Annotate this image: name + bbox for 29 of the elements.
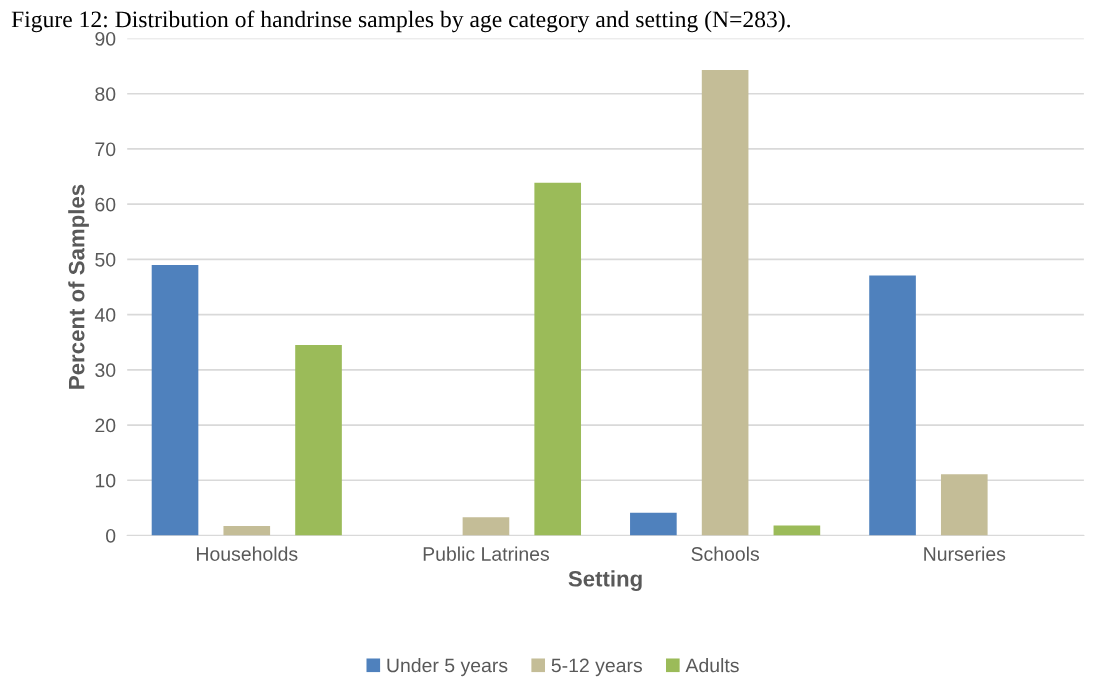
bar: [295, 344, 342, 536]
bar: [151, 264, 199, 536]
x-tick-label: Households: [197, 546, 298, 561]
y-tick-label: 0: [106, 528, 116, 543]
y-tick-label: 30: [95, 363, 116, 378]
x-tick-label: Schools: [691, 546, 760, 561]
bar: [701, 69, 749, 536]
y-tick-label: 70: [95, 142, 116, 157]
legend-label: 5-12 years: [551, 658, 642, 677]
y-tick-label: 50: [95, 252, 116, 267]
bar: [462, 517, 510, 536]
y-tick-label: 40: [94, 308, 116, 322]
y-tick-label: 80: [95, 87, 116, 101]
bar: [940, 474, 988, 536]
x-tick-label: Nurseries: [924, 546, 1006, 561]
bar: [630, 512, 677, 536]
y-tick-label: 10: [95, 473, 116, 488]
bar: [223, 526, 271, 536]
x-tick-label: Public Latrines: [423, 546, 550, 561]
bar: [869, 275, 916, 536]
x-axis-title: Setting: [568, 570, 642, 592]
bar: [534, 182, 582, 536]
y-tick-label: 60: [95, 197, 116, 212]
legend-label: Adults: [685, 658, 739, 673]
legend-label: Under 5 years: [387, 658, 508, 677]
y-tick-label: 90: [95, 31, 116, 46]
chart-title: Figure 12: Distribution of handrinse samples by age category and setting (N=283).: [11, 10, 791, 33]
y-axis-title: Percent of Samples: [68, 184, 89, 389]
y-tick-label: 20: [95, 418, 116, 433]
